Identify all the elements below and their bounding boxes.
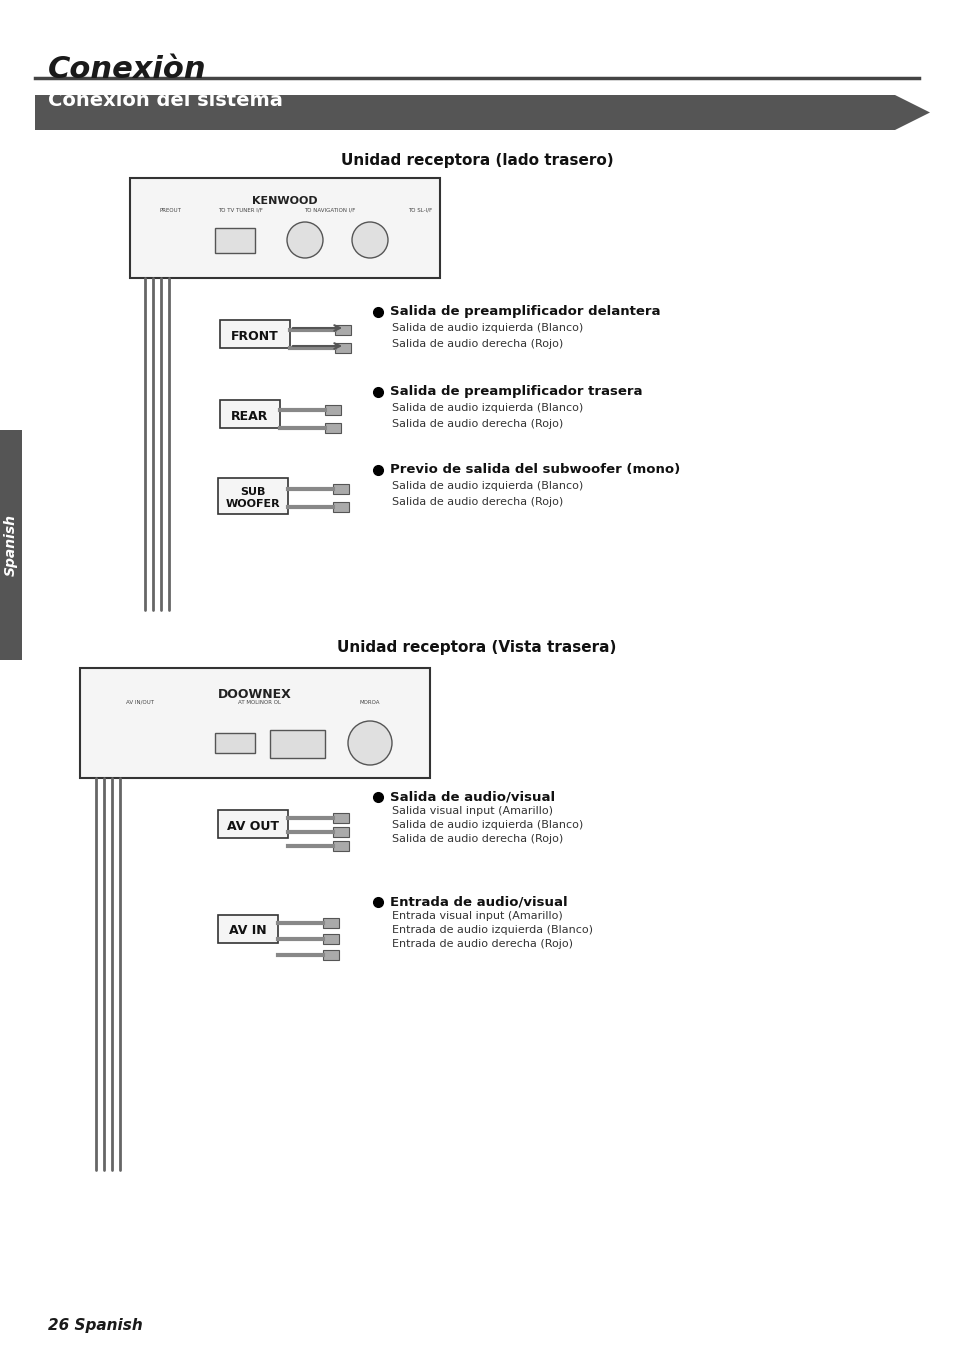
Text: Salida visual input (Amarillo): Salida visual input (Amarillo) xyxy=(392,806,553,817)
FancyBboxPatch shape xyxy=(333,502,349,512)
Text: Salida de preamplificador trasera: Salida de preamplificador trasera xyxy=(390,385,641,399)
FancyBboxPatch shape xyxy=(218,479,288,514)
Text: Salida de audio/visual: Salida de audio/visual xyxy=(390,791,555,803)
Text: Entrada de audio/visual: Entrada de audio/visual xyxy=(390,895,567,909)
Text: Entrada de audio izquierda (Blanco): Entrada de audio izquierda (Blanco) xyxy=(392,925,593,936)
FancyBboxPatch shape xyxy=(220,400,280,429)
Circle shape xyxy=(352,222,388,258)
Text: TO NAVIGATION I/F: TO NAVIGATION I/F xyxy=(304,208,355,214)
FancyBboxPatch shape xyxy=(218,915,277,942)
Text: Salida de audio derecha (Rojo): Salida de audio derecha (Rojo) xyxy=(392,834,562,844)
FancyBboxPatch shape xyxy=(333,484,349,493)
Circle shape xyxy=(348,721,392,765)
FancyBboxPatch shape xyxy=(325,423,340,433)
Text: REAR: REAR xyxy=(231,410,269,422)
FancyBboxPatch shape xyxy=(335,343,351,353)
Text: SUB
WOOFER: SUB WOOFER xyxy=(226,487,280,508)
FancyBboxPatch shape xyxy=(323,934,338,944)
FancyBboxPatch shape xyxy=(130,178,439,279)
Text: AV IN: AV IN xyxy=(229,925,267,937)
FancyBboxPatch shape xyxy=(333,827,349,837)
Text: FRONT: FRONT xyxy=(231,330,278,342)
Text: Unidad receptora (Vista trasera): Unidad receptora (Vista trasera) xyxy=(337,639,616,654)
Text: TO TV TUNER I/F: TO TV TUNER I/F xyxy=(217,208,262,214)
Text: Entrada visual input (Amarillo): Entrada visual input (Amarillo) xyxy=(392,911,562,921)
Text: Salida de audio izquierda (Blanco): Salida de audio izquierda (Blanco) xyxy=(392,481,582,491)
Text: KENWOOD: KENWOOD xyxy=(252,196,317,206)
Text: MOROA: MOROA xyxy=(359,700,380,704)
Text: Salida de audio izquierda (Blanco): Salida de audio izquierda (Blanco) xyxy=(392,323,582,333)
Text: Salida de audio izquierda (Blanco): Salida de audio izquierda (Blanco) xyxy=(392,403,582,412)
Text: Unidad receptora (lado trasero): Unidad receptora (lado trasero) xyxy=(340,153,613,168)
FancyBboxPatch shape xyxy=(325,406,340,415)
Text: Salida de audio derecha (Rojo): Salida de audio derecha (Rojo) xyxy=(392,339,562,349)
Text: AT MOLINOR OL: AT MOLINOR OL xyxy=(238,700,281,704)
Text: Entrada de audio derecha (Rojo): Entrada de audio derecha (Rojo) xyxy=(392,940,573,949)
Text: Salida de audio izquierda (Blanco): Salida de audio izquierda (Blanco) xyxy=(392,821,582,830)
FancyBboxPatch shape xyxy=(323,918,338,927)
FancyBboxPatch shape xyxy=(80,668,430,777)
Text: Conexión del sistema: Conexión del sistema xyxy=(48,91,283,110)
Text: AV OUT: AV OUT xyxy=(227,819,278,833)
FancyBboxPatch shape xyxy=(335,324,351,335)
FancyBboxPatch shape xyxy=(218,810,288,838)
FancyBboxPatch shape xyxy=(0,430,22,660)
Text: AV IN/OUT: AV IN/OUT xyxy=(126,700,153,704)
FancyBboxPatch shape xyxy=(214,228,254,253)
FancyBboxPatch shape xyxy=(333,841,349,850)
Text: TO SL-I/F: TO SL-I/F xyxy=(408,208,432,214)
FancyBboxPatch shape xyxy=(220,320,290,347)
Text: Salida de audio derecha (Rojo): Salida de audio derecha (Rojo) xyxy=(392,419,562,429)
FancyBboxPatch shape xyxy=(333,813,349,823)
FancyBboxPatch shape xyxy=(214,733,254,753)
Text: Spanish: Spanish xyxy=(4,514,18,576)
Text: Salida de audio derecha (Rojo): Salida de audio derecha (Rojo) xyxy=(392,498,562,507)
Text: DOOWNEX: DOOWNEX xyxy=(218,688,292,700)
FancyBboxPatch shape xyxy=(35,95,894,130)
Text: Previo de salida del subwoofer (mono): Previo de salida del subwoofer (mono) xyxy=(390,464,679,476)
Text: Conexiòn: Conexiòn xyxy=(48,55,207,84)
Polygon shape xyxy=(894,95,929,130)
Circle shape xyxy=(287,222,323,258)
Text: PREOUT: PREOUT xyxy=(159,208,181,214)
Text: 26 Spanish: 26 Spanish xyxy=(48,1318,143,1333)
FancyBboxPatch shape xyxy=(270,730,325,758)
Text: Salida de preamplificador delantera: Salida de preamplificador delantera xyxy=(390,306,659,319)
FancyBboxPatch shape xyxy=(323,950,338,960)
